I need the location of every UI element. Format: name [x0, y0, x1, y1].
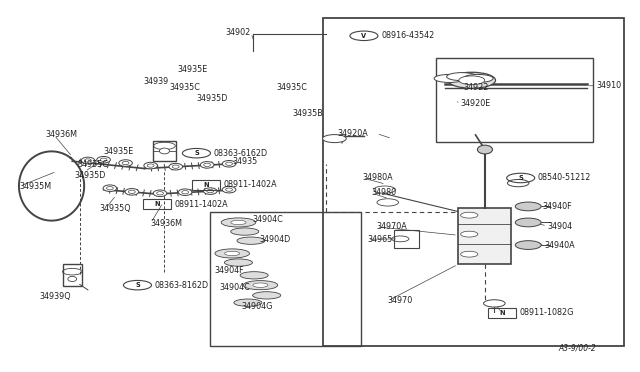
- Ellipse shape: [234, 299, 262, 306]
- Text: 34936M: 34936M: [45, 131, 77, 140]
- Text: 34940F: 34940F: [542, 202, 572, 211]
- Circle shape: [159, 148, 170, 154]
- Ellipse shape: [374, 186, 396, 193]
- Text: 34904: 34904: [547, 222, 572, 231]
- Text: 34935E: 34935E: [104, 147, 134, 156]
- Text: V: V: [362, 33, 367, 39]
- Text: 34904D: 34904D: [259, 235, 291, 244]
- Bar: [153, 141, 176, 161]
- Ellipse shape: [153, 190, 167, 196]
- Text: 34935C: 34935C: [276, 83, 307, 92]
- Text: 34940A: 34940A: [545, 241, 575, 250]
- Text: N: N: [154, 201, 160, 207]
- Ellipse shape: [200, 161, 214, 168]
- Ellipse shape: [230, 228, 259, 235]
- Text: 08911-1402A: 08911-1402A: [223, 180, 276, 189]
- Ellipse shape: [240, 272, 268, 279]
- Ellipse shape: [103, 185, 116, 192]
- Text: S: S: [518, 175, 523, 181]
- Text: 34935B: 34935B: [292, 109, 323, 118]
- Bar: [458, 208, 511, 264]
- Text: 34922: 34922: [463, 83, 488, 92]
- Text: 34935E: 34935E: [177, 65, 208, 74]
- Text: 34965: 34965: [367, 235, 393, 244]
- Text: 34970A: 34970A: [376, 222, 407, 231]
- Bar: [394, 230, 419, 248]
- Text: 34935D: 34935D: [196, 94, 228, 103]
- Text: 34902: 34902: [226, 28, 251, 37]
- Ellipse shape: [461, 212, 478, 218]
- Ellipse shape: [119, 160, 132, 166]
- Ellipse shape: [215, 249, 250, 258]
- Text: S: S: [194, 150, 199, 156]
- Text: 34920A: 34920A: [337, 129, 368, 138]
- Text: 34936M: 34936M: [150, 219, 182, 228]
- Text: 34904C: 34904C: [253, 215, 284, 224]
- Ellipse shape: [459, 76, 484, 85]
- Text: 34935C: 34935C: [77, 160, 108, 169]
- Text: 34920E: 34920E: [461, 99, 491, 108]
- Ellipse shape: [144, 162, 157, 169]
- Ellipse shape: [97, 157, 111, 163]
- Text: S: S: [135, 282, 140, 288]
- Ellipse shape: [461, 251, 478, 257]
- Ellipse shape: [253, 292, 281, 299]
- Ellipse shape: [169, 163, 182, 170]
- Text: 34935D: 34935D: [74, 171, 106, 180]
- Text: A3-9/00-2: A3-9/00-2: [558, 344, 596, 353]
- Ellipse shape: [253, 283, 268, 287]
- Text: 34935M: 34935M: [19, 182, 51, 190]
- Text: 34904G: 34904G: [242, 302, 273, 311]
- Ellipse shape: [237, 237, 265, 244]
- Text: 08911-1082G: 08911-1082G: [519, 308, 573, 317]
- Text: 34980: 34980: [371, 189, 397, 198]
- Ellipse shape: [125, 189, 139, 195]
- Ellipse shape: [81, 157, 95, 164]
- Ellipse shape: [225, 251, 240, 256]
- Ellipse shape: [515, 241, 541, 250]
- Ellipse shape: [222, 186, 236, 193]
- Text: 34935C: 34935C: [170, 83, 200, 92]
- Text: 34904F: 34904F: [214, 266, 244, 275]
- Ellipse shape: [221, 218, 256, 227]
- Ellipse shape: [377, 199, 399, 206]
- Ellipse shape: [323, 135, 346, 142]
- Text: 34980A: 34980A: [363, 173, 393, 183]
- Text: 34970: 34970: [388, 296, 413, 305]
- Text: 34910: 34910: [596, 81, 621, 90]
- Ellipse shape: [204, 188, 217, 195]
- Bar: [211, 212, 361, 346]
- Text: 34935: 34935: [232, 157, 257, 166]
- Text: 08363-6162D: 08363-6162D: [214, 149, 268, 158]
- Text: 08916-43542: 08916-43542: [381, 31, 435, 40]
- Circle shape: [68, 276, 77, 282]
- Text: 34904C: 34904C: [220, 283, 250, 292]
- Ellipse shape: [243, 280, 278, 290]
- Ellipse shape: [225, 259, 253, 266]
- Ellipse shape: [515, 218, 541, 227]
- Bar: [63, 264, 82, 286]
- Ellipse shape: [434, 74, 464, 83]
- Text: 08911-1402A: 08911-1402A: [174, 200, 228, 209]
- Ellipse shape: [484, 300, 505, 307]
- Ellipse shape: [515, 202, 541, 211]
- Text: 34939: 34939: [143, 77, 168, 86]
- Ellipse shape: [461, 231, 478, 237]
- Text: 34935Q: 34935Q: [99, 204, 131, 213]
- Text: N: N: [499, 310, 505, 316]
- Ellipse shape: [231, 220, 246, 225]
- Bar: [323, 18, 624, 346]
- Ellipse shape: [447, 73, 477, 81]
- Ellipse shape: [179, 189, 192, 195]
- Ellipse shape: [463, 74, 493, 83]
- Bar: [436, 58, 593, 142]
- Ellipse shape: [448, 72, 495, 88]
- Circle shape: [477, 145, 493, 154]
- Text: N: N: [203, 182, 209, 188]
- Text: 08363-8162D: 08363-8162D: [155, 280, 209, 290]
- Ellipse shape: [222, 160, 236, 167]
- Ellipse shape: [508, 179, 529, 187]
- Text: 34939Q: 34939Q: [39, 292, 70, 301]
- Text: 08540-51212: 08540-51212: [538, 173, 591, 183]
